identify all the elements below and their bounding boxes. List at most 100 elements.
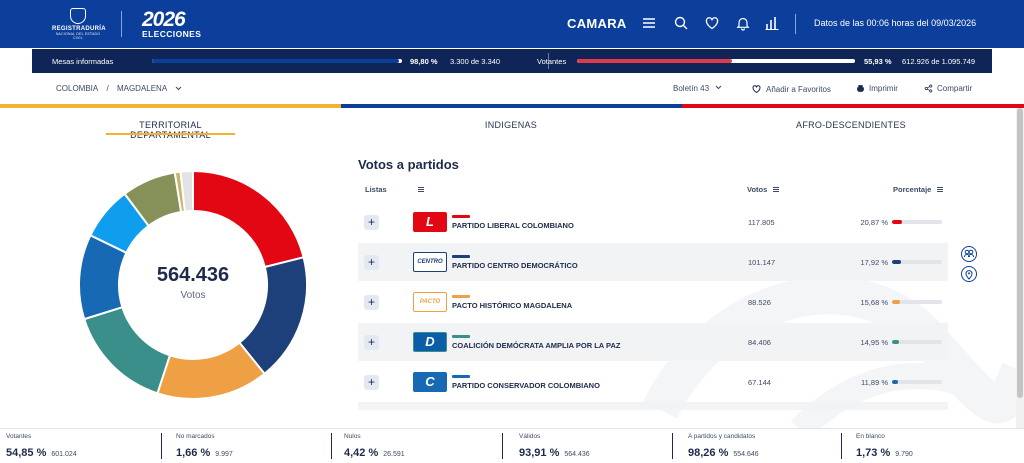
party-color-line bbox=[452, 255, 470, 258]
location-pin-icon[interactable] bbox=[961, 266, 977, 282]
expand-row-button[interactable]: + bbox=[364, 255, 379, 270]
heart-icon[interactable] bbox=[704, 15, 720, 31]
tricolor-bar-red bbox=[682, 104, 1024, 108]
votes-donut-chart bbox=[78, 170, 308, 400]
menu-icon bbox=[937, 187, 944, 192]
logo-divider bbox=[121, 11, 122, 37]
party-logo: PACTO bbox=[413, 292, 447, 312]
breadcrumb-separator: / bbox=[106, 84, 109, 93]
party-logo-text: PACTO bbox=[419, 299, 441, 305]
registraduria-logo-subtext: NACIONAL DEL ESTADO CIVIL bbox=[55, 32, 101, 40]
registraduria-logo[interactable]: REGISTRADURÍA NACIONAL DEL ESTADO CIVIL bbox=[52, 8, 106, 40]
column-header-votos-label: Votos bbox=[747, 185, 768, 194]
donut-votes-label: Votos bbox=[180, 290, 206, 301]
people-icon[interactable] bbox=[961, 246, 977, 262]
summary-stat-percent: 54,85 % bbox=[6, 447, 47, 459]
expand-row-button[interactable]: + bbox=[364, 295, 379, 310]
summary-stat-label: Válidos bbox=[519, 433, 541, 440]
table-row: + D COALICIÓN DEMÓCRATA AMPLIA POR LA PA… bbox=[358, 323, 948, 361]
active-tab-indicator bbox=[106, 133, 235, 135]
tricolor-bar-yellow bbox=[0, 104, 341, 108]
party-votes: 84.406 bbox=[748, 338, 771, 347]
votantes-count: 612.926 de 1.095.749 bbox=[902, 57, 975, 66]
summary-stat-count: 564.436 bbox=[564, 451, 590, 458]
donut-slice-9[interactable] bbox=[179, 170, 194, 213]
party-votes: 101.147 bbox=[748, 258, 776, 267]
party-percent-fill bbox=[892, 260, 901, 264]
expand-row-button[interactable]: + bbox=[364, 215, 379, 230]
menu-icon[interactable] bbox=[641, 15, 657, 31]
column-header-porcentaje[interactable]: Porcentaje bbox=[893, 185, 944, 194]
summary-stat-count: 554.646 bbox=[733, 451, 759, 458]
party-percent-fill bbox=[892, 340, 900, 344]
summary-stat: Votantes 54,85 % 601.024 bbox=[6, 433, 77, 461]
expand-row-button[interactable]: + bbox=[364, 375, 379, 390]
tab-indigenas[interactable]: INDIGENAS bbox=[484, 120, 538, 130]
section-title[interactable]: CAMARA bbox=[567, 16, 627, 31]
shield-icon bbox=[70, 8, 86, 24]
add-favorites-button[interactable]: Añadir a Favoritos bbox=[751, 84, 831, 94]
column-header-listas: Listas bbox=[365, 185, 387, 194]
table-row-partial bbox=[358, 402, 948, 410]
summary-stat-label: A partidos y candidatos bbox=[688, 433, 756, 440]
menu-icon bbox=[773, 187, 780, 192]
summary-stat-label: No marcados bbox=[176, 433, 215, 440]
party-percent-bar bbox=[892, 380, 942, 384]
party-percent: 15,68 % bbox=[860, 298, 888, 307]
boletin-dropdown[interactable]: Boletín 43 bbox=[673, 84, 726, 93]
column-header-votos[interactable]: Votos bbox=[747, 185, 780, 194]
mesas-percent: 98,80 % bbox=[410, 57, 438, 66]
party-votes: 117.805 bbox=[748, 218, 775, 227]
party-color-line bbox=[452, 295, 470, 298]
party-percent-bar bbox=[892, 260, 942, 264]
summary-footer: Votantes 54,85 % 601.024 No marcados 1,66 … bbox=[0, 428, 1024, 463]
column-menu-listas[interactable] bbox=[418, 185, 424, 194]
tab-territorial-departamental[interactable]: TERRITORIAL DEPARTAMENTAL bbox=[130, 120, 211, 140]
page-scrollbar[interactable] bbox=[1016, 108, 1024, 428]
navbar-divider bbox=[795, 14, 796, 34]
summary-stat-percent: 1,73 % bbox=[856, 447, 891, 459]
party-name: PARTIDO LIBERAL COLOMBIANO bbox=[452, 221, 574, 230]
party-percent-bar bbox=[892, 340, 942, 344]
tab-afro-descendientes[interactable]: AFRO-DESCENDIENTES bbox=[796, 120, 906, 130]
party-votes-title: Votos a partidos bbox=[358, 157, 459, 172]
share-button[interactable]: Compartir bbox=[924, 84, 972, 93]
donut-slice-1[interactable] bbox=[192, 170, 305, 269]
votantes-percent: 55,93 % bbox=[864, 57, 892, 66]
breadcrumb-country[interactable]: COLOMBIA bbox=[56, 84, 99, 93]
bar-chart-icon[interactable] bbox=[764, 15, 780, 31]
party-color-line bbox=[452, 375, 470, 378]
strip-divider bbox=[548, 53, 549, 69]
chevron-down-icon[interactable] bbox=[175, 86, 182, 91]
party-percent-bar bbox=[892, 300, 942, 304]
party-color-line bbox=[452, 215, 470, 218]
elecciones-2026-logo[interactable]: 2026 ELECCIONES bbox=[142, 9, 212, 39]
mesas-count: 3.300 de 3.340 bbox=[450, 57, 501, 66]
tricolor-bar-blue bbox=[341, 104, 682, 108]
scrollbar-thumb[interactable] bbox=[1017, 108, 1023, 398]
column-header-listas-label: Listas bbox=[365, 185, 387, 194]
party-logo: C bbox=[413, 372, 447, 392]
bell-icon[interactable] bbox=[735, 15, 751, 31]
print-label: Imprimir bbox=[869, 84, 898, 93]
party-percent: 11,89 % bbox=[861, 378, 888, 387]
table-row: + L PARTIDO LIBERAL COLOMBIANO 117.805 2… bbox=[358, 203, 948, 241]
table-row: + CENTRO PARTIDO CENTRO DEMOCRÁTICO 101.… bbox=[358, 243, 948, 281]
boletin-label: Boletín 43 bbox=[673, 84, 710, 93]
summary-stat-label: Votantes bbox=[6, 433, 32, 440]
donut-slice-4[interactable] bbox=[82, 305, 172, 395]
party-logo: D bbox=[413, 332, 447, 352]
mesas-progress-bar bbox=[152, 59, 402, 63]
search-icon[interactable] bbox=[673, 15, 689, 31]
print-button[interactable]: Imprimir bbox=[856, 84, 898, 93]
party-logo: CENTRO bbox=[413, 252, 447, 272]
party-color-line bbox=[452, 335, 470, 338]
summary-divider bbox=[672, 433, 673, 459]
party-logo-text: L bbox=[426, 214, 434, 229]
party-percent: 14,95 % bbox=[860, 338, 888, 347]
summary-stat-percent: 98,26 % bbox=[688, 447, 729, 459]
party-percent-fill bbox=[892, 380, 898, 384]
expand-row-button[interactable]: + bbox=[364, 335, 379, 350]
breadcrumb-department[interactable]: MAGDALENA bbox=[116, 84, 168, 93]
